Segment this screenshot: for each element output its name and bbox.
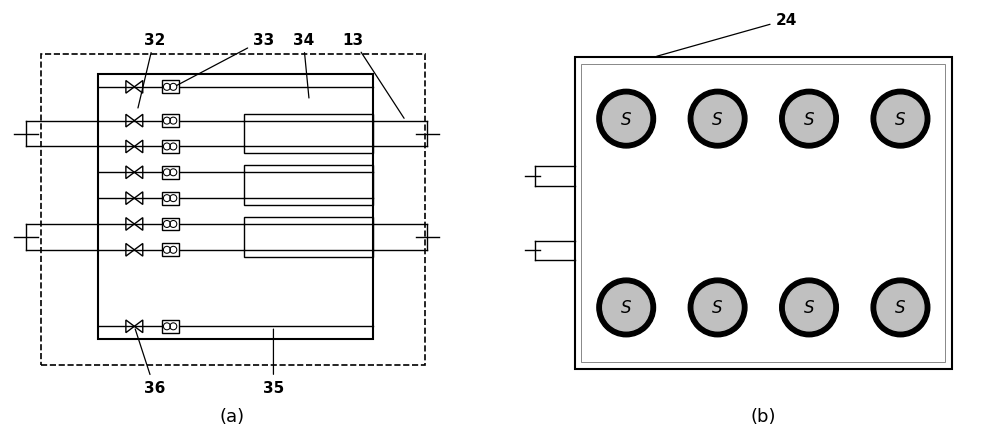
Circle shape	[871, 90, 930, 148]
Text: S: S	[895, 299, 906, 317]
Text: S: S	[621, 110, 631, 128]
Text: S: S	[712, 299, 723, 317]
Circle shape	[688, 279, 747, 337]
FancyBboxPatch shape	[162, 166, 179, 179]
Circle shape	[694, 284, 741, 331]
Text: 13: 13	[342, 33, 404, 119]
Text: 35: 35	[263, 329, 284, 395]
Circle shape	[786, 284, 832, 331]
Text: 36: 36	[135, 329, 165, 395]
Circle shape	[688, 90, 747, 148]
Circle shape	[603, 96, 650, 143]
Circle shape	[780, 279, 838, 337]
Text: S: S	[804, 110, 814, 128]
Circle shape	[597, 90, 656, 148]
Circle shape	[780, 90, 838, 148]
Circle shape	[597, 279, 656, 337]
Text: 33: 33	[177, 33, 274, 86]
Circle shape	[603, 284, 650, 331]
FancyBboxPatch shape	[162, 218, 179, 231]
FancyBboxPatch shape	[575, 58, 952, 369]
Text: S: S	[895, 110, 906, 128]
FancyBboxPatch shape	[581, 65, 945, 362]
FancyBboxPatch shape	[162, 192, 179, 205]
Text: (b): (b)	[751, 407, 776, 425]
Text: 24: 24	[657, 13, 797, 57]
Circle shape	[877, 284, 924, 331]
Text: (a): (a)	[219, 407, 244, 425]
Text: 32: 32	[138, 33, 165, 109]
FancyBboxPatch shape	[162, 320, 179, 333]
Text: S: S	[621, 299, 631, 317]
FancyBboxPatch shape	[162, 81, 179, 94]
Circle shape	[871, 279, 930, 337]
FancyBboxPatch shape	[162, 141, 179, 154]
FancyBboxPatch shape	[162, 115, 179, 128]
Text: S: S	[804, 299, 814, 317]
Circle shape	[786, 96, 832, 143]
Text: S: S	[712, 110, 723, 128]
FancyBboxPatch shape	[162, 244, 179, 257]
Circle shape	[877, 96, 924, 143]
Text: 34: 34	[293, 33, 314, 99]
Circle shape	[694, 96, 741, 143]
